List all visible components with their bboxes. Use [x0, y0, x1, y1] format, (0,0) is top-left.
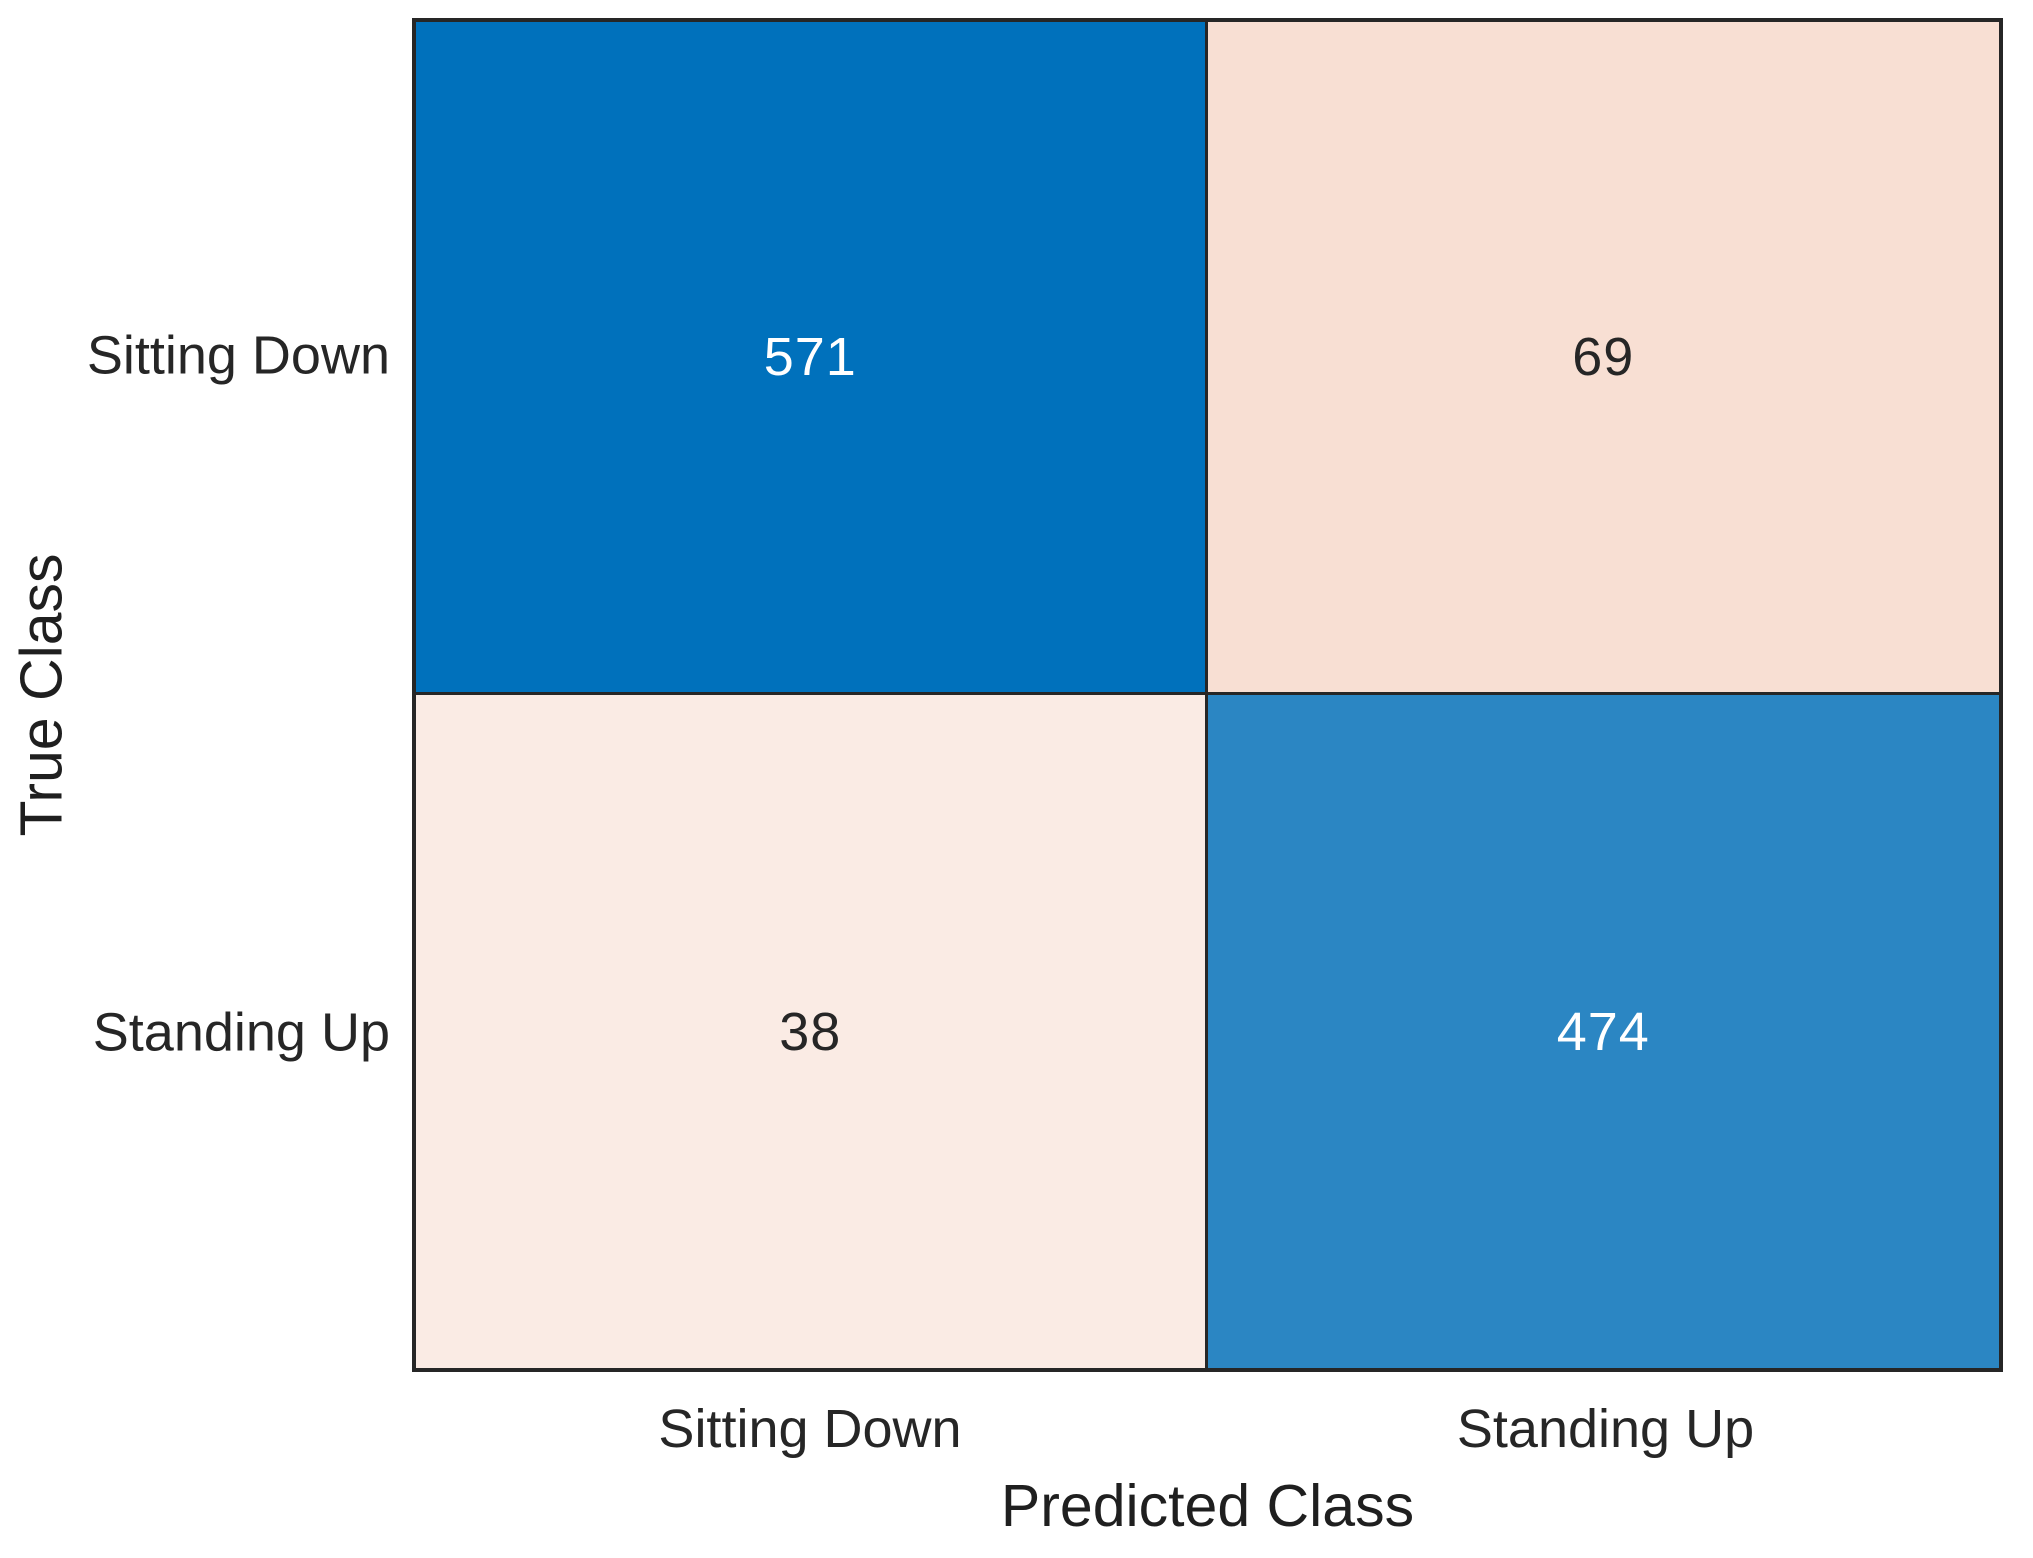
y-tick-label-standing-up: Standing Up	[92, 1002, 390, 1063]
y-tick-label-sitting-down: Sitting Down	[86, 325, 390, 386]
cell-value: 571	[763, 327, 857, 387]
y-axis-title: True Class	[8, 553, 75, 837]
matrix-cell-true-standing-pred-sitting: 38	[416, 695, 1208, 1368]
matrix-cell-true-standing-pred-standing: 474	[1207, 695, 1999, 1368]
matrix-plot-area: 571 69 38 474	[412, 18, 2003, 1372]
cell-value: 474	[1556, 1001, 1650, 1062]
cell-value: 69	[1572, 327, 1635, 387]
x-axis-title: Predicted Class	[1000, 1473, 1415, 1539]
x-tick-label-sitting-down: Sitting Down	[658, 1399, 962, 1459]
matrix-cell-true-sitting-pred-sitting: 571	[416, 22, 1208, 695]
matrix-cell-true-sitting-pred-standing: 69	[1207, 22, 1999, 695]
x-tick-label-standing-up: Standing Up	[1456, 1399, 1755, 1459]
cell-value: 38	[779, 1001, 842, 1062]
